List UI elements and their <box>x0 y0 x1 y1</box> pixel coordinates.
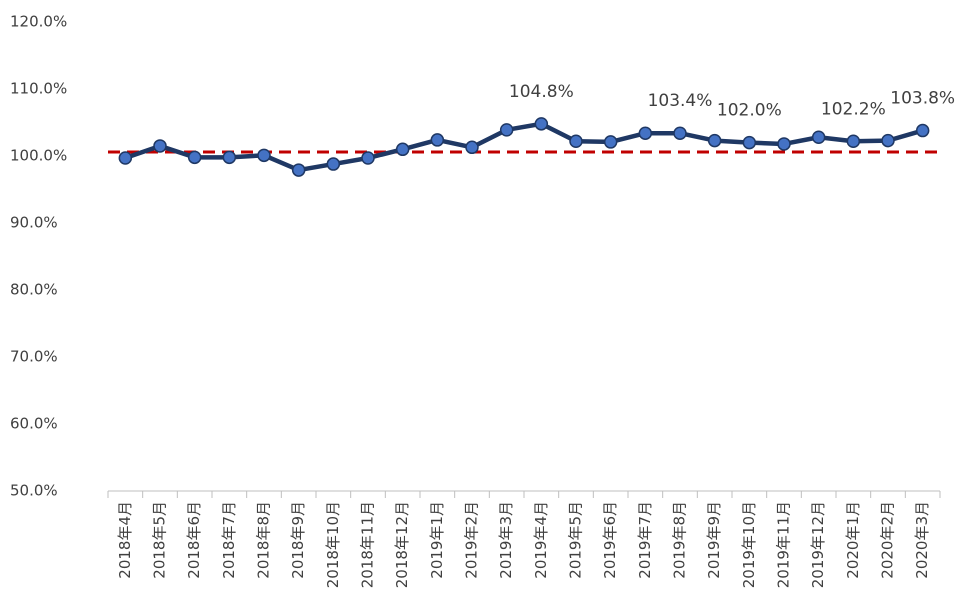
x-tick-label: 2019年9月 <box>705 501 723 579</box>
x-tick-label: 2018年12月 <box>393 501 411 588</box>
x-tick-label: 2019年3月 <box>497 501 515 579</box>
point <box>534 117 549 131</box>
point <box>361 151 375 165</box>
x-tick-label: 2018年7月 <box>220 501 238 579</box>
point <box>638 126 653 140</box>
x-tick-label: 2020年3月 <box>913 501 931 579</box>
point <box>569 134 583 149</box>
x-tick-label: 2019年12月 <box>809 501 827 588</box>
point <box>257 148 271 163</box>
x-tick-label: 2019年5月 <box>567 501 585 579</box>
point <box>118 151 133 165</box>
point <box>915 123 930 138</box>
point <box>777 137 791 151</box>
point <box>430 133 445 147</box>
data-label: 103.8% <box>890 89 955 109</box>
point <box>846 134 861 149</box>
x-tick-label: 2018年11月 <box>359 501 377 588</box>
y-tick-label: 100.0% <box>10 147 67 165</box>
x-tick-label: 2019年10月 <box>740 501 758 588</box>
point <box>291 163 306 177</box>
y-tick-label: 70.0% <box>10 348 58 366</box>
y-tick-label: 80.0% <box>10 281 58 299</box>
x-tick-label: 2019年11月 <box>775 501 793 588</box>
y-tick-label: 110.0% <box>10 80 67 98</box>
x-tick-label: 2020年1月 <box>844 501 862 579</box>
point <box>222 150 237 165</box>
series-line <box>124 121 924 173</box>
data-label: 104.8% <box>509 82 574 102</box>
y-tick-label: 50.0% <box>10 482 58 500</box>
point <box>742 135 757 150</box>
data-label: 103.4% <box>648 91 713 111</box>
data-label: 102.0% <box>717 101 782 121</box>
x-tick-label: 2019年7月 <box>636 501 654 579</box>
point <box>811 130 826 144</box>
x-tick-label: 2018年4月 <box>116 501 134 579</box>
point <box>153 139 167 153</box>
x-tick-label: 2019年8月 <box>671 501 689 579</box>
x-tick-label: 2019年1月 <box>428 501 446 579</box>
point <box>465 140 479 155</box>
data-label: 102.2% <box>821 99 886 119</box>
x-tick-label: 2018年5月 <box>151 501 169 579</box>
y-tick-label: 120.0% <box>10 13 67 31</box>
y-tick-label: 90.0% <box>10 214 58 232</box>
point <box>673 126 687 140</box>
x-tick-label: 2018年8月 <box>255 501 273 579</box>
point <box>707 133 722 148</box>
x-tick-label: 2019年6月 <box>601 501 619 579</box>
x-tick-label: 2020年2月 <box>879 501 897 579</box>
point <box>603 135 618 149</box>
x-tick-label: 2018年10月 <box>324 501 342 588</box>
point <box>395 142 410 157</box>
point <box>881 133 895 148</box>
point <box>187 150 202 165</box>
x-tick-label: 2018年9月 <box>289 501 307 579</box>
x-tick-label: 2018年6月 <box>185 501 203 579</box>
y-tick-label: 60.0% <box>10 415 58 433</box>
point <box>499 123 514 137</box>
x-tick-label: 2019年2月 <box>463 501 481 579</box>
x-tick-label: 2019年4月 <box>532 501 550 579</box>
point <box>326 157 341 171</box>
